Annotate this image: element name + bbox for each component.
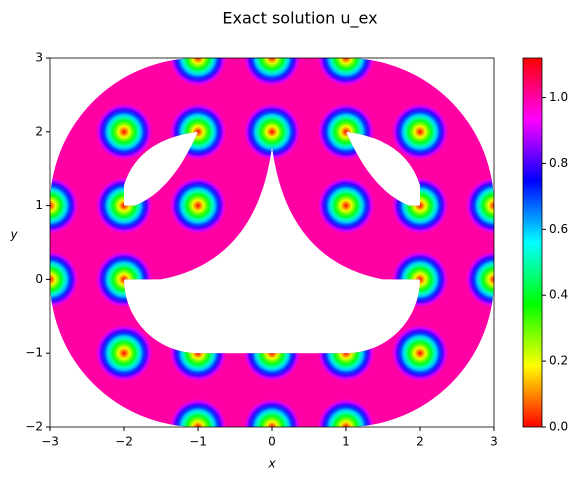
x-tick-label: 3 [490,435,498,449]
field-spot [243,103,301,160]
colorbar-tick-label: 0.4 [549,288,568,302]
field-spot [391,251,449,308]
field-spot [317,103,375,160]
field-spot [95,103,153,160]
chart-title: Exact solution u_ex [222,9,377,29]
field-spot [243,58,301,87]
field-spot [50,251,79,308]
field-spot [391,325,449,382]
x-axis-label: x [267,457,276,471]
colorbar-tick-label: 0.8 [549,156,568,170]
x-tick-label: −3 [41,435,59,449]
field-spot [317,58,375,87]
x-tick-label: 1 [342,435,350,449]
y-tick-label: 3 [35,51,43,65]
colorbar [522,57,543,428]
y-tick-label: 2 [35,124,43,138]
field-spot [95,177,153,234]
field-spot [169,325,227,382]
x-tick-label: −2 [115,435,133,449]
colorbar-tick-label: 0.6 [549,222,568,236]
y-tick-label: 0 [35,272,43,286]
field-spot [465,177,494,234]
field-spot [317,177,375,234]
field-spot [391,103,449,160]
x-tick-label: 2 [416,435,424,449]
field-spot [465,251,494,308]
field-spot [169,177,227,234]
field-spot [169,103,227,160]
field-spot [391,177,449,234]
field-spot [169,58,227,87]
colorbar-tick-label: 0.2 [549,354,568,368]
x-tick-label: 0 [268,435,276,449]
field-spot [50,177,79,234]
field [50,58,494,427]
y-axis-label: y [9,228,18,242]
y-tick-label: −1 [25,346,43,360]
field-spot [317,325,375,382]
y-tick-label: 1 [35,198,43,212]
colorbar-tick-label: 0.0 [549,420,568,434]
field-spot [95,251,153,308]
field-spot [243,325,301,382]
field-spot [95,325,153,382]
colorbar-tick-label: 1.0 [549,90,568,104]
y-tick-label: −2 [25,420,43,434]
x-tick-label: −1 [189,435,207,449]
